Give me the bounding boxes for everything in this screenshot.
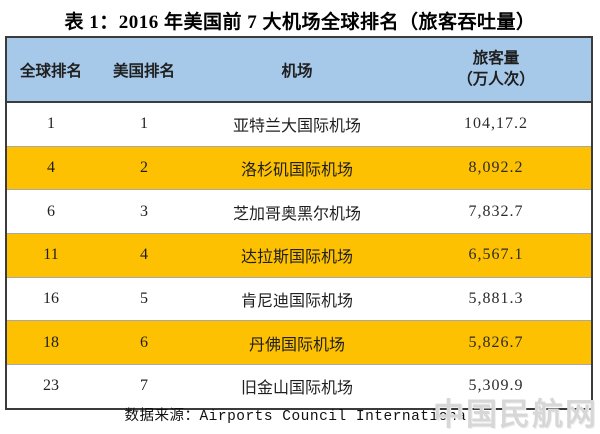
cell-us-rank: 2 — [140, 159, 148, 177]
table-row: 16 5 肯尼迪国际机场 5,881.3 — [7, 276, 591, 321]
cell-passengers: 104,17.2 — [464, 115, 528, 133]
cell-airport: 亚特兰大国际机场 — [232, 118, 361, 136]
cell-us-rank: 6 — [140, 333, 148, 351]
cell-us-rank: 7 — [140, 377, 148, 395]
table-row: 11 4 达拉斯国际机场 6,567.1 — [7, 233, 591, 277]
cell-global-rank: 1 — [47, 115, 55, 133]
cell-airport: 肯尼迪国际机场 — [240, 293, 353, 311]
cell-airport: 丹佛国际机场 — [248, 336, 345, 354]
table-body: 1 1 亚特兰大国际机场 104,17.2 4 2 洛杉矶国际机场 8,092.2 6 3 芝加哥奥… — [7, 103, 591, 408]
cell-global-rank: 23 — [43, 377, 59, 395]
cell-global-rank: 18 — [43, 333, 59, 351]
header-passengers-line1: 旅客量 — [472, 49, 520, 67]
cell-passengers: 8,092.2 — [468, 159, 524, 177]
cell-airport: 洛杉矶国际机场 — [240, 162, 353, 180]
cell-passengers: 5,881.3 — [468, 290, 524, 308]
header-passengers-line2: （万人次） — [457, 70, 535, 88]
header-us-rank: 美国排名 — [112, 62, 175, 80]
cell-passengers: 5,309.9 — [468, 377, 524, 395]
cell-global-rank: 6 — [47, 202, 55, 220]
cell-global-rank: 4 — [47, 159, 55, 177]
table-header-row: 全球排名 美国排名 机场 旅客量 （万人次） — [7, 38, 591, 103]
header-global-rank: 全球排名 — [19, 62, 82, 80]
table-row: 18 6 丹佛国际机场 5,826.7 — [7, 320, 591, 365]
table-row: 1 1 亚特兰大国际机场 104,17.2 — [7, 103, 591, 146]
watermark-text: 中国民航网 — [433, 397, 598, 433]
cell-passengers: 7,832.7 — [468, 202, 524, 220]
cell-us-rank: 5 — [140, 290, 148, 308]
cell-us-rank: 1 — [140, 115, 148, 133]
cell-airport: 旧金山国际机场 — [240, 380, 353, 398]
table-row: 4 2 洛杉矶国际机场 8,092.2 — [7, 145, 591, 190]
airports-ranking-table: 全球排名 美国排名 机场 旅客量 （万人次） 1 1 亚特兰大国际机场 104,17.… — [5, 36, 593, 410]
cell-global-rank: 16 — [43, 290, 59, 308]
cell-passengers: 6,567.1 — [468, 246, 524, 264]
table-row: 23 7 旧金山国际机场 5,309.9 — [7, 364, 591, 408]
header-passengers: 旅客量 （万人次） — [401, 49, 591, 91]
cell-airport: 达拉斯国际机场 — [240, 249, 353, 267]
cell-passengers: 5,826.7 — [468, 333, 524, 351]
table-row: 6 3 芝加哥奥黑尔机场 7,832.7 — [7, 189, 591, 234]
cell-airport: 芝加哥奥黑尔机场 — [232, 205, 361, 223]
data-source-caption: 数据来源：Airports Council International — [124, 409, 476, 425]
cell-global-rank: 11 — [43, 246, 59, 264]
cell-us-rank: 4 — [140, 246, 148, 264]
cell-us-rank: 3 — [140, 202, 148, 220]
table-title: 表 1：2016 年美国前 7 大机场全球排名（旅客吞吐量） — [64, 12, 536, 33]
header-airport: 机场 — [281, 62, 313, 80]
